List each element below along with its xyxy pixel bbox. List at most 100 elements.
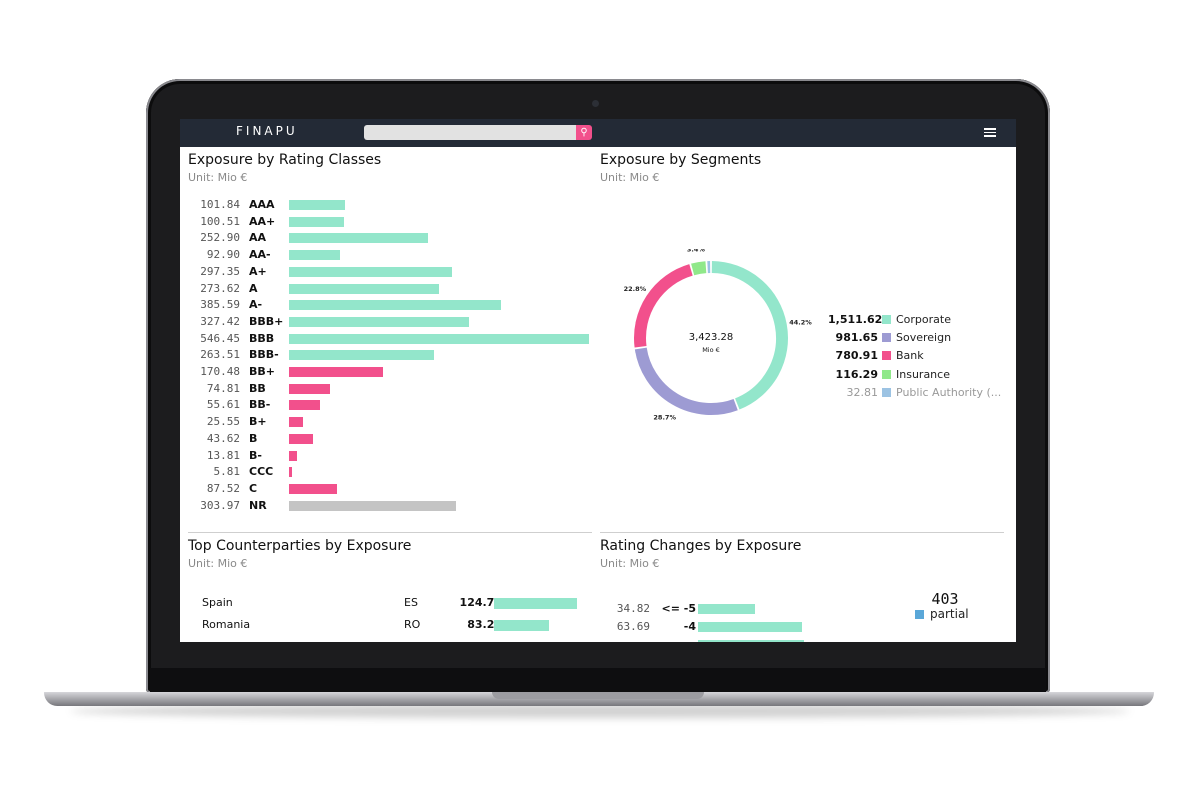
counterparty-bar [494, 598, 577, 609]
counterparty-row[interactable]: Romania RO 83.22 [202, 618, 582, 638]
rating-class-label: AA [249, 231, 267, 245]
rating-bar[interactable] [289, 316, 469, 327]
rating-class-label: C [249, 481, 258, 495]
legend-value: 1,511.62 [828, 313, 883, 326]
divider [188, 532, 592, 533]
rating-bar[interactable] [289, 450, 297, 461]
donut-pct-label: 44.2% [789, 318, 812, 326]
legend-value: 32.81 [846, 385, 879, 399]
rating-class-label: CCC [249, 465, 274, 479]
rating-bar[interactable] [289, 200, 345, 210]
rating-bar[interactable] [289, 250, 340, 261]
rating-value: 13.81 [206, 448, 240, 462]
legend-item[interactable]: 32.81 Public Authority (... [828, 386, 1008, 404]
legend-item[interactable]: 780.91 Bank [828, 349, 1008, 367]
rating-value: 546.45 [200, 331, 240, 345]
legend-label: Corporate [896, 313, 951, 326]
donut-slice-bank[interactable] [634, 264, 693, 348]
counterparty-row[interactable]: Spain ES 124.76 [202, 596, 582, 616]
rating-row: 297.35 A+ [180, 264, 600, 281]
rating-bar[interactable] [289, 467, 293, 478]
rating-value: 55.61 [206, 398, 240, 412]
rating-bar[interactable] [289, 300, 501, 311]
legend-label: Bank [896, 349, 924, 363]
rating-class-label: A+ [249, 264, 267, 278]
legend-item[interactable]: 981.65 Sovereign [828, 331, 1008, 349]
legend-swatch [882, 315, 891, 324]
rating-change-bar[interactable] [698, 604, 755, 614]
rating-value: 92.90 [206, 248, 240, 262]
rating-bar[interactable] [289, 383, 331, 394]
rating-value: 74.81 [206, 381, 240, 395]
counterparty-bar [494, 620, 550, 631]
kpi-label: partial [930, 607, 969, 621]
rating-class-label: A- [249, 298, 263, 312]
rating-value: 252.90 [200, 231, 240, 245]
donut-slice-insurance[interactable] [691, 261, 707, 276]
rating-value: 303.97 [200, 498, 240, 512]
legend-label: Insurance [896, 367, 950, 381]
rating-value: 327.42 [200, 314, 240, 328]
rating-bar[interactable] [289, 283, 440, 294]
rating-value: 170.48 [200, 365, 240, 378]
rating-class-label: AAA [249, 198, 275, 211]
legend-item[interactable]: 1,511.62 Corporate [828, 313, 1008, 331]
rating-class-label: BB+ [249, 365, 275, 378]
rating-change-value: 63.69 [616, 620, 650, 633]
rating-bar[interactable] [289, 483, 338, 494]
legend-value: 780.91 [835, 349, 878, 363]
legend-swatch [882, 369, 891, 379]
rating-class-label: NR [249, 498, 267, 512]
laptop-notch [492, 692, 704, 699]
segments-panel-unit: Unit: Mio € [600, 171, 660, 184]
rating-value: 385.59 [200, 298, 240, 312]
rating-row: 546.45 BBB [180, 331, 600, 348]
rating-class-label: B+ [249, 415, 267, 429]
counterparty-value: 83.22 [467, 618, 502, 631]
rating-bar[interactable] [289, 417, 304, 428]
search-icon: ⚲ [580, 127, 588, 138]
rating-bar[interactable] [289, 266, 453, 277]
rating-change-row [616, 638, 816, 642]
rating-row: 92.90 AA- [180, 247, 600, 264]
rating-change-bar[interactable] [698, 622, 802, 632]
counterparty-value: 124.76 [459, 596, 502, 609]
rating-class-label: B- [249, 448, 262, 462]
donut-pct-label: 3.4% [687, 249, 706, 253]
legend-swatch [882, 351, 891, 361]
donut-total-unit: Mio € [702, 346, 720, 354]
search-input[interactable] [364, 125, 576, 140]
rating-class-label: BBB- [249, 348, 279, 362]
hamburger-menu-icon[interactable] [984, 126, 996, 138]
counterparty-name: Romania [202, 618, 251, 631]
rating-bar[interactable] [289, 233, 428, 244]
rating-row: 101.84 AAA [180, 197, 600, 214]
rating-row: 87.52 C [180, 481, 600, 498]
rating-change-bar[interactable] [698, 640, 804, 642]
rating-bar[interactable] [289, 500, 456, 511]
search-button[interactable]: ⚲ [576, 125, 592, 140]
rating-row: 13.81 B- [180, 448, 600, 465]
donut-pct-label: 28.7% [653, 413, 676, 421]
rating-change-row: 34.82 <= -5 [616, 602, 816, 620]
rating-bar-chart: 101.84 AAA 100.51 AA+ 252.90 AA 92.90 AA- 297.35… [180, 197, 600, 527]
donut-slice-corporate[interactable] [711, 261, 788, 410]
legend-item[interactable]: 116.29 Insurance [828, 368, 1008, 386]
rating-value: 25.55 [206, 415, 240, 429]
rating-bar[interactable] [289, 350, 434, 361]
rating-bar[interactable] [289, 367, 383, 377]
rating-change-label: <= -5 [661, 602, 696, 615]
legend-value: 116.29 [835, 367, 878, 381]
counterparty-row[interactable] [202, 640, 582, 642]
donut-slice-sovereign[interactable] [634, 347, 738, 415]
legend-swatch [882, 387, 891, 397]
rating-change-row: 63.69 -4 [616, 620, 816, 638]
rating-class-label: B [249, 431, 258, 445]
rating-bar[interactable] [289, 333, 589, 344]
rating-panel-unit: Unit: Mio € [188, 171, 248, 184]
kpi-count: 403 [931, 590, 959, 608]
legend-swatch [882, 333, 891, 343]
rating-bar[interactable] [289, 400, 320, 411]
rating-bar[interactable] [289, 216, 345, 227]
rating-bar[interactable] [289, 433, 313, 444]
